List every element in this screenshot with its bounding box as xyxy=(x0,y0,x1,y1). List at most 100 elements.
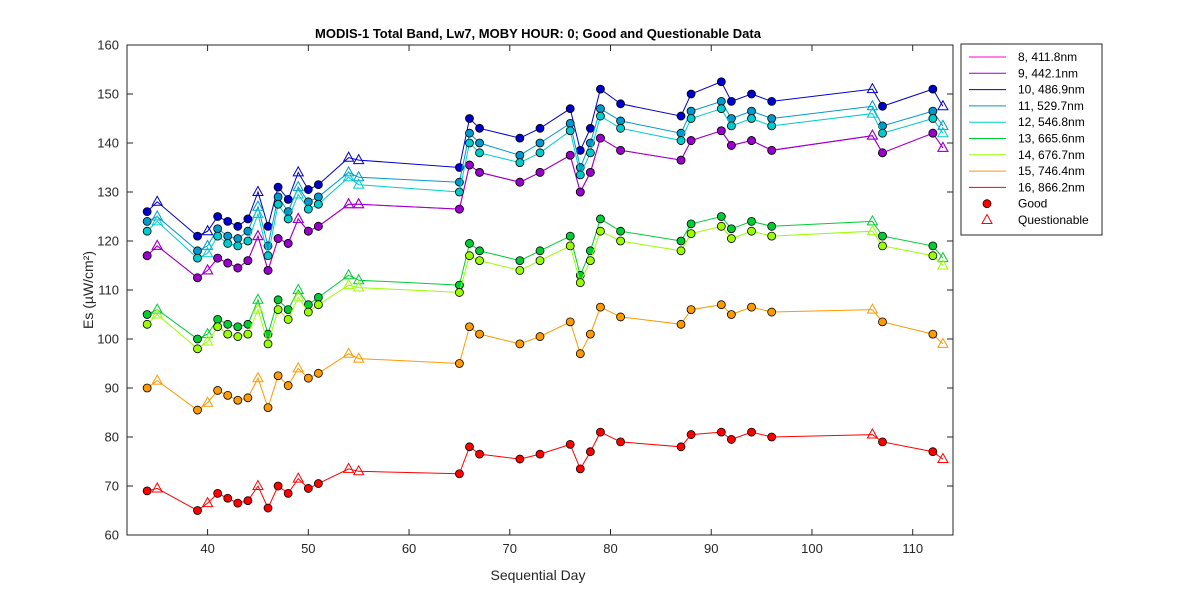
data-point-good xyxy=(193,344,202,354)
data-point-questionable xyxy=(342,170,355,182)
data-point-good xyxy=(263,503,273,513)
data-point-good xyxy=(767,145,777,155)
data-point-good xyxy=(263,221,273,231)
data-point-good xyxy=(233,263,243,273)
data-point-questionable xyxy=(292,290,305,302)
data-point-good xyxy=(475,138,484,148)
data-point-good xyxy=(747,427,756,437)
data-point-good xyxy=(535,246,545,256)
data-point-questionable xyxy=(252,200,264,211)
data-point-good xyxy=(475,449,484,459)
data-point-good xyxy=(303,484,313,493)
data-point-good xyxy=(596,104,605,114)
y-tick-label: 80 xyxy=(105,430,119,445)
data-point-good xyxy=(313,292,323,302)
data-point-questionable xyxy=(252,303,264,314)
data-point-good xyxy=(243,329,253,339)
data-point-good xyxy=(283,214,293,224)
data-point-questionable xyxy=(292,472,305,483)
data-point-good xyxy=(676,319,686,329)
data-point-good xyxy=(565,241,575,251)
data-point-good xyxy=(726,224,736,234)
data-point-good xyxy=(686,114,696,123)
data-point-good xyxy=(475,329,484,339)
data-point-good xyxy=(535,449,545,459)
data-point-questionable xyxy=(866,99,879,111)
data-point-good xyxy=(193,246,202,256)
data-point-good xyxy=(263,403,273,413)
data-point-good xyxy=(223,319,233,329)
data-point-questionable xyxy=(937,126,949,138)
series-5 xyxy=(142,212,949,344)
x-tick-label: 60 xyxy=(402,541,416,556)
data-point-good xyxy=(213,386,223,395)
x-tick-label: 50 xyxy=(301,541,315,556)
data-point-questionable xyxy=(937,452,949,464)
y-tick-label: 150 xyxy=(97,87,119,102)
data-point-good xyxy=(747,114,756,123)
data-point-good xyxy=(575,349,585,359)
legend-label: 11, 529.7nm xyxy=(1018,99,1084,113)
data-point-good xyxy=(465,239,474,248)
data-point-good xyxy=(465,160,474,170)
data-point-good xyxy=(303,185,313,194)
data-point-good xyxy=(273,481,283,491)
data-point-good xyxy=(565,126,575,136)
data-point-good xyxy=(475,256,484,266)
data-point-good xyxy=(716,300,726,310)
data-point-questionable xyxy=(866,107,879,118)
data-point-good xyxy=(223,258,233,268)
data-point-good xyxy=(686,219,696,229)
series-4 xyxy=(142,104,949,263)
data-point-good xyxy=(193,273,202,283)
data-point-good xyxy=(455,204,464,214)
data-point-good xyxy=(676,442,686,452)
legend: 8, 411.8nm 9, 442.1nm 10, 486.9nm 11, 529.7… xyxy=(960,43,1103,236)
data-point-good xyxy=(273,192,283,202)
data-point-questionable xyxy=(342,151,355,162)
data-point-questionable xyxy=(292,187,305,199)
data-point-good xyxy=(575,187,585,197)
data-point-good xyxy=(515,256,525,266)
series-7 xyxy=(142,300,949,415)
data-point-good xyxy=(515,265,525,275)
data-point-good xyxy=(878,437,887,447)
data-point-good xyxy=(213,212,223,221)
data-point-questionable xyxy=(937,119,949,130)
data-point-good xyxy=(283,314,293,324)
data-point-good xyxy=(585,447,595,457)
data-point-good xyxy=(767,96,777,106)
y-tick-label: 100 xyxy=(97,332,119,347)
data-point-good xyxy=(535,138,545,148)
data-point-good xyxy=(223,216,233,226)
legend-marker-good xyxy=(982,199,992,209)
data-point-good xyxy=(716,212,726,221)
data-point-good xyxy=(535,332,545,341)
data-point-good xyxy=(223,390,233,400)
data-point-good xyxy=(747,226,756,236)
data-point-good xyxy=(726,141,736,150)
legend-entry: 10, 486.9nm xyxy=(969,83,1085,97)
data-point-questionable xyxy=(252,207,264,219)
data-point-good xyxy=(676,246,686,256)
data-point-good xyxy=(596,133,605,143)
data-point-questionable xyxy=(937,337,949,348)
data-point-good xyxy=(263,339,273,349)
data-point-good xyxy=(142,207,152,217)
data-point-questionable xyxy=(937,258,949,270)
data-point-good xyxy=(596,427,605,437)
data-point-good xyxy=(465,322,474,332)
data-point-good xyxy=(303,226,313,236)
data-point-questionable xyxy=(201,246,214,258)
data-point-good xyxy=(686,229,696,239)
data-point-good xyxy=(515,454,525,464)
data-point-good xyxy=(313,199,323,209)
legend-label: 12, 546.8nm xyxy=(1018,115,1085,129)
legend-label: 8, 411.8nm xyxy=(1018,50,1077,64)
data-point-good xyxy=(878,148,887,158)
data-point-good xyxy=(465,251,474,261)
legend-label: Good xyxy=(1018,197,1047,211)
data-point-good xyxy=(716,77,726,87)
data-point-good xyxy=(535,148,545,158)
